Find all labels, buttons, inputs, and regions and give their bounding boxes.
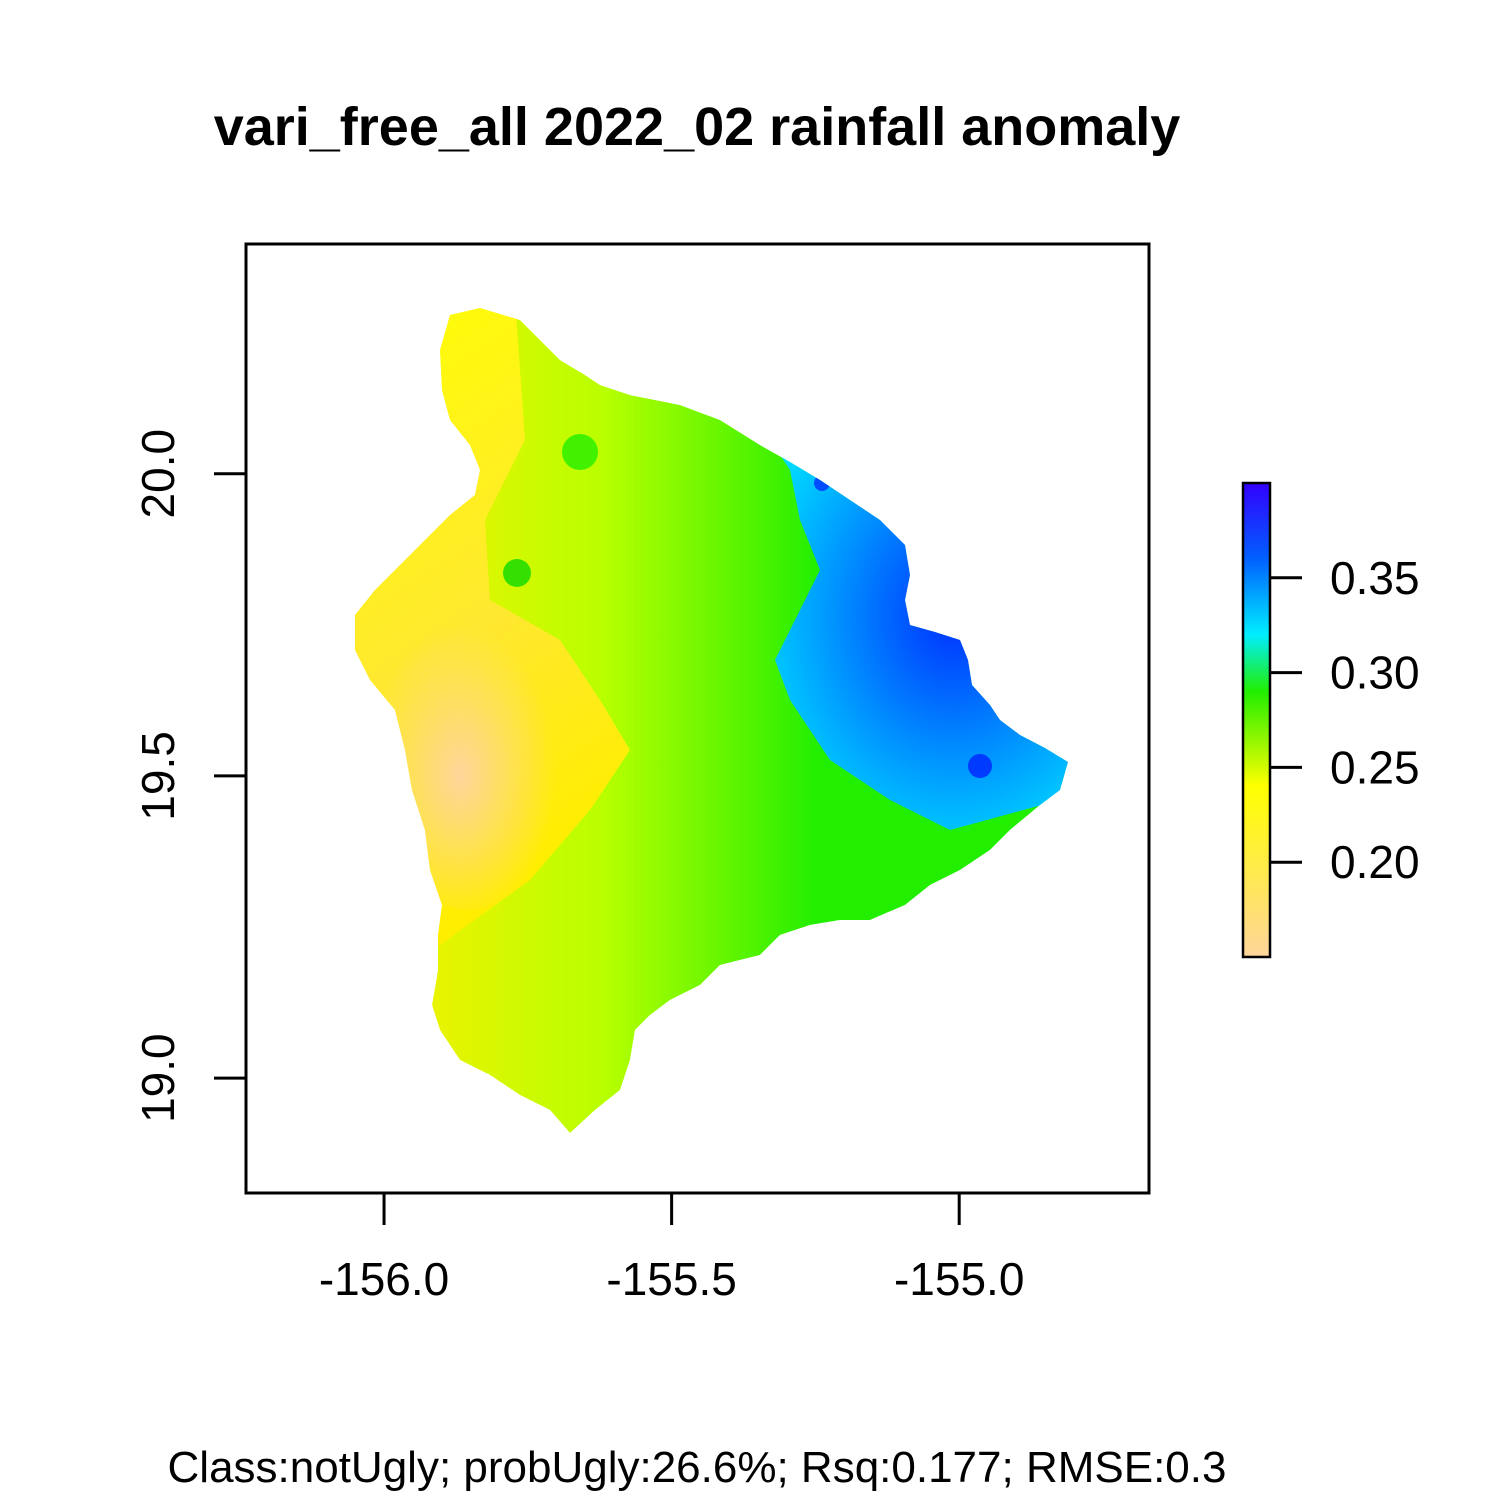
station-hotspot	[562, 434, 598, 470]
x-axis: -156.0 -155.5 -155.0	[319, 1193, 1024, 1305]
y-tick-label: 20.0	[132, 429, 184, 519]
color-legend: 0.20 0.25 0.30 0.35	[1241, 481, 1420, 959]
x-tick-label: -155.0	[894, 1253, 1024, 1305]
rainfall-surface	[355, 308, 1068, 1133]
model-stats-footer: Class:notUgly; probUgly:26.6%; Rsq:0.177…	[168, 1443, 1227, 1492]
y-tick-label: 19.0	[132, 1033, 184, 1123]
legend-bar	[1241, 481, 1272, 959]
station-hotspot	[814, 475, 830, 491]
legend-tick-label: 0.35	[1330, 552, 1420, 604]
y-tick-label: 19.5	[132, 731, 184, 821]
station-hotspot	[968, 754, 992, 778]
plot-frame	[244, 242, 1151, 1195]
x-tick-label: -155.5	[606, 1253, 736, 1305]
x-tick-label: -156.0	[319, 1253, 449, 1305]
legend-ticks: 0.20 0.25 0.30 0.35	[1270, 552, 1420, 888]
map-title: vari_free_all 2022_02 rainfall anomaly	[214, 97, 1181, 157]
y-axis: 19.0 19.5 20.0	[132, 429, 246, 1123]
legend-tick-label: 0.30	[1330, 647, 1420, 699]
station-hotspot	[503, 559, 531, 587]
legend-tick-label: 0.25	[1330, 741, 1420, 793]
island-base	[355, 308, 1068, 1133]
legend-tick-label: 0.20	[1330, 836, 1420, 888]
region-lowest	[375, 610, 565, 910]
